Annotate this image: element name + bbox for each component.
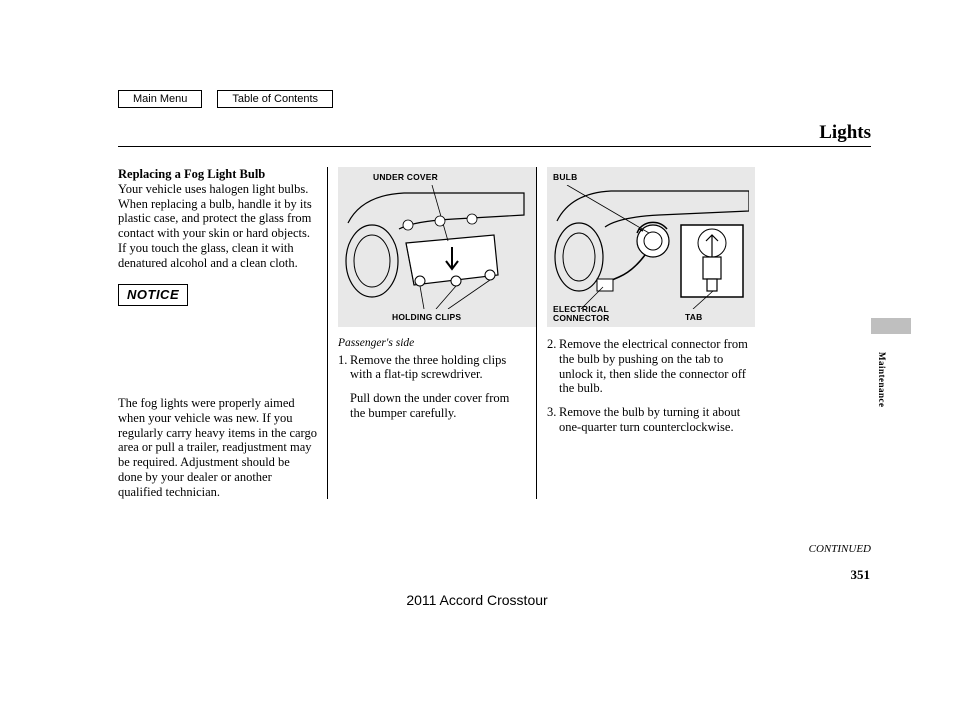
title-rule [118,146,871,147]
page-number: 351 [851,567,871,583]
footer-model: 2011 Accord Crosstour [0,592,954,608]
step-3-text: Remove the bulb by turning it about one-… [559,405,756,435]
step-1: 1. Remove the three holding clips with a… [338,353,526,383]
step-1b-text: Pull down the under cover from the bumpe… [350,391,526,421]
content-columns: Replacing a Fog Light BulbYour vehicle u… [118,167,756,499]
col1-p2: The fog lights were properly aimed when … [118,396,317,499]
step-2-text: Remove the electrical connector from the… [559,337,756,396]
label-under-cover: UNDER COVER [373,172,438,182]
bulb-diagram [553,185,749,309]
notice-gap [118,306,317,396]
step-2: 2. Remove the electrical connector from … [547,337,756,396]
step-3-num: 3. [547,405,559,435]
column-3: BULB ELECTRICAL CONNECTOR TAB [536,167,756,499]
nav-buttons: Main Menu Table of Contents [118,90,333,108]
page-title: Lights [819,122,871,144]
subhead-replacing-fog: Replacing a Fog Light Bulb [118,167,265,181]
step-1-num: 1. [338,353,350,383]
side-tab [871,318,911,334]
step-3: 3. Remove the bulb by turning it about o… [547,405,756,435]
step-1-text: Remove the three holding clips with a fl… [350,353,526,383]
col1-text: Replacing a Fog Light BulbYour vehicle u… [118,167,317,270]
notice-box: NOTICE [118,284,188,306]
column-2: UNDER COVER HOLDING CLIPS [327,167,536,499]
continued-label: CONTINUED [809,543,871,555]
side-section-label: Maintenance [877,352,887,408]
col1-p1: Your vehicle uses halogen light bulbs. W… [118,182,312,270]
step-2-num: 2. [547,337,559,396]
label-tab: TAB [685,312,702,322]
notice-label: NOTICE [127,287,179,302]
main-menu-button[interactable]: Main Menu [118,90,202,108]
label-bulb: BULB [553,172,577,182]
toc-button[interactable]: Table of Contents [217,90,333,108]
label-holding-clips: HOLDING CLIPS [392,312,461,322]
caption-passenger-side: Passenger's side [338,337,526,351]
under-cover-diagram [344,185,530,309]
column-1: Replacing a Fog Light BulbYour vehicle u… [118,167,327,499]
figure-under-cover: UNDER COVER HOLDING CLIPS [338,167,536,327]
figure-bulb: BULB ELECTRICAL CONNECTOR TAB [547,167,755,327]
